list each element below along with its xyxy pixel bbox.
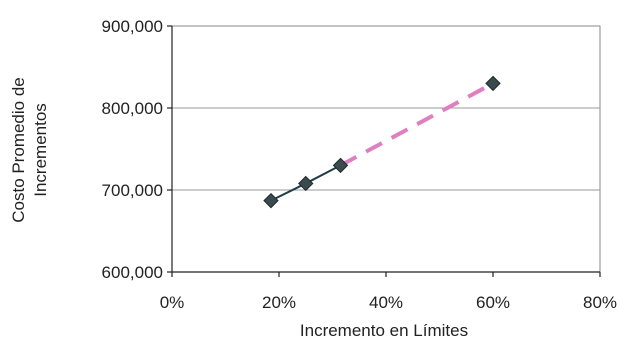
x-tick-label-2: 40%	[369, 293, 403, 312]
y-tick-label-3: 900,000	[102, 17, 163, 36]
x-tick-label-0: 0%	[160, 293, 185, 312]
y-tick-label-0: 600,000	[102, 263, 163, 282]
data-point-1	[298, 175, 314, 192]
y-axis-title-line-2: Incrementos	[31, 103, 50, 197]
x-tick-label-3: 60%	[476, 293, 510, 312]
plot-area-frame	[171, 25, 601, 273]
x-tick-label-4: 80%	[583, 293, 617, 312]
data-point-3	[485, 75, 501, 92]
series-line-1	[339, 81, 494, 168]
data-point-2	[332, 157, 349, 174]
data-point-0	[263, 192, 279, 209]
y-tick-label-2: 800,000	[102, 99, 163, 118]
y-axis-title-line-1: Costo Promedio de	[9, 77, 28, 223]
x-tick-label-1: 20%	[262, 293, 296, 312]
x-axis-title: Incremento en Límites	[300, 321, 468, 340]
y-tick-label-1: 700,000	[102, 181, 163, 200]
